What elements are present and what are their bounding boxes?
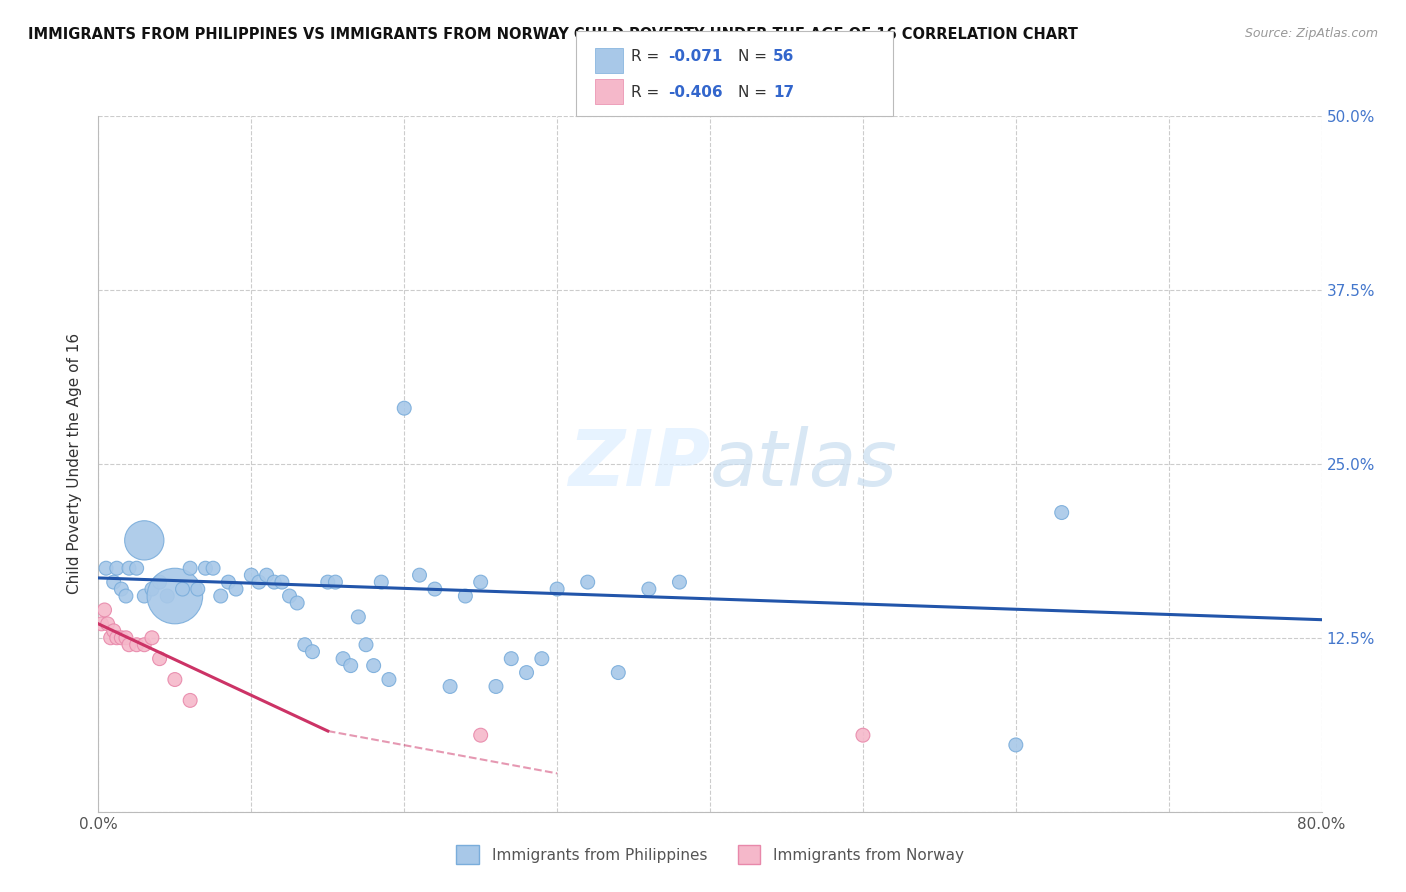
- Point: [470, 575, 492, 590]
- Point: [179, 693, 201, 707]
- Point: [97, 616, 120, 631]
- Point: [125, 561, 148, 575]
- Point: [1050, 506, 1073, 520]
- Point: [134, 589, 156, 603]
- Point: [118, 561, 141, 575]
- Point: [301, 645, 323, 659]
- Point: [370, 575, 392, 590]
- Legend: Immigrants from Philippines, Immigrants from Norway: Immigrants from Philippines, Immigrants …: [450, 839, 970, 871]
- Point: [423, 582, 446, 596]
- Point: [470, 728, 492, 742]
- Point: [93, 603, 115, 617]
- Point: [270, 575, 292, 590]
- Point: [194, 561, 217, 575]
- Point: [285, 596, 308, 610]
- Point: [247, 575, 270, 590]
- Text: R =: R =: [631, 49, 665, 64]
- Point: [439, 680, 461, 694]
- Point: [141, 582, 163, 596]
- Point: [125, 638, 148, 652]
- Point: [103, 575, 125, 590]
- Text: R =: R =: [631, 85, 665, 100]
- Point: [392, 401, 416, 416]
- Point: [209, 589, 232, 603]
- Point: [110, 631, 132, 645]
- Text: ZIP: ZIP: [568, 425, 710, 502]
- Point: [225, 582, 247, 596]
- Point: [516, 665, 538, 680]
- Y-axis label: Child Poverty Under the Age of 16: Child Poverty Under the Age of 16: [67, 334, 83, 594]
- Text: -0.071: -0.071: [668, 49, 723, 64]
- Text: N =: N =: [738, 85, 772, 100]
- Point: [100, 631, 122, 645]
- Point: [240, 568, 263, 582]
- Point: [530, 651, 553, 665]
- Point: [105, 561, 128, 575]
- Point: [149, 651, 172, 665]
- Point: [94, 561, 117, 575]
- Point: [179, 561, 201, 575]
- Point: [134, 533, 156, 548]
- Point: [278, 589, 301, 603]
- Point: [668, 575, 690, 590]
- Point: [110, 582, 132, 596]
- Point: [90, 616, 112, 631]
- Point: [332, 651, 354, 665]
- Point: [546, 582, 568, 596]
- Point: [263, 575, 285, 590]
- Point: [134, 638, 156, 652]
- Point: [105, 631, 128, 645]
- Point: [637, 582, 661, 596]
- Point: [149, 575, 172, 590]
- Point: [202, 561, 225, 575]
- Point: [118, 638, 141, 652]
- Point: [115, 589, 138, 603]
- Point: [187, 582, 209, 596]
- Point: [347, 610, 370, 624]
- Point: [325, 575, 347, 590]
- Point: [501, 651, 523, 665]
- Point: [217, 575, 239, 590]
- Point: [141, 631, 163, 645]
- Point: [852, 728, 875, 742]
- Point: [408, 568, 430, 582]
- Point: [172, 582, 194, 596]
- Point: [256, 568, 278, 582]
- Text: 17: 17: [773, 85, 794, 100]
- Point: [454, 589, 477, 603]
- Point: [1004, 738, 1026, 752]
- Point: [607, 665, 630, 680]
- Text: -0.406: -0.406: [668, 85, 723, 100]
- Point: [576, 575, 599, 590]
- Point: [103, 624, 125, 638]
- Point: [294, 638, 316, 652]
- Text: N =: N =: [738, 49, 772, 64]
- Point: [363, 658, 385, 673]
- Text: 56: 56: [773, 49, 794, 64]
- Point: [115, 631, 138, 645]
- Point: [485, 680, 508, 694]
- Point: [163, 589, 186, 603]
- Point: [156, 589, 179, 603]
- Point: [163, 673, 186, 687]
- Point: [378, 673, 401, 687]
- Point: [316, 575, 339, 590]
- Text: Source: ZipAtlas.com: Source: ZipAtlas.com: [1244, 27, 1378, 40]
- Text: atlas: atlas: [710, 425, 898, 502]
- Text: IMMIGRANTS FROM PHILIPPINES VS IMMIGRANTS FROM NORWAY CHILD POVERTY UNDER THE AG: IMMIGRANTS FROM PHILIPPINES VS IMMIGRANT…: [28, 27, 1078, 42]
- Point: [354, 638, 377, 652]
- Point: [339, 658, 361, 673]
